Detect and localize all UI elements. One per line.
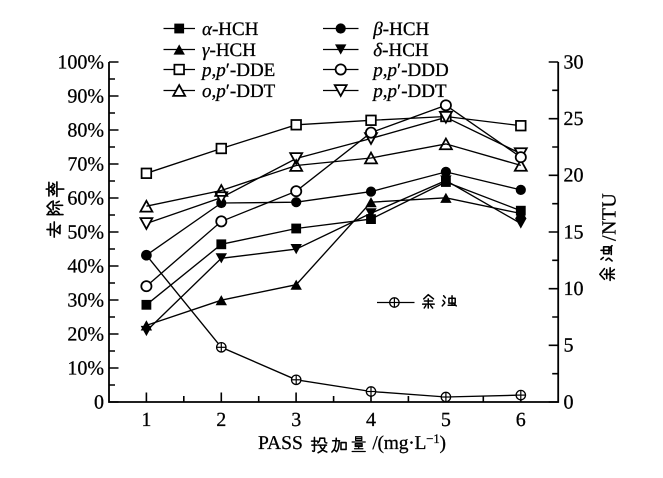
svg-text:1: 1 bbox=[141, 409, 151, 431]
svg-text:6: 6 bbox=[516, 409, 526, 431]
svg-text:β-HCH: β-HCH bbox=[372, 19, 429, 40]
svg-text:20: 20 bbox=[564, 165, 584, 187]
svg-text:10: 10 bbox=[564, 278, 584, 300]
svg-text:0: 0 bbox=[564, 391, 574, 413]
svg-text:60%: 60% bbox=[67, 187, 104, 209]
svg-text:30%: 30% bbox=[67, 289, 104, 311]
svg-text:80%: 80% bbox=[67, 119, 104, 141]
svg-text:20%: 20% bbox=[67, 323, 104, 345]
svg-text:100%: 100% bbox=[57, 51, 104, 73]
svg-text:p,p′-DDT: p,p′-DDT bbox=[371, 81, 447, 102]
svg-text:40%: 40% bbox=[67, 255, 104, 277]
svg-text:3: 3 bbox=[291, 409, 301, 431]
svg-text:70%: 70% bbox=[67, 153, 104, 175]
svg-text:5: 5 bbox=[441, 409, 451, 431]
svg-text:90%: 90% bbox=[67, 85, 104, 107]
svg-text:/NTU: /NTU bbox=[598, 193, 620, 241]
svg-text:2: 2 bbox=[216, 409, 226, 431]
svg-text:o,p′-DDT: o,p′-DDT bbox=[202, 81, 276, 102]
svg-text:50%: 50% bbox=[67, 221, 104, 243]
svg-text:δ-HCH: δ-HCH bbox=[373, 40, 429, 61]
svg-text:p,p′-DDE: p,p′-DDE bbox=[200, 60, 275, 81]
svg-text:10%: 10% bbox=[67, 357, 104, 379]
svg-text:γ-HCH: γ-HCH bbox=[202, 40, 256, 61]
svg-text:15: 15 bbox=[564, 221, 584, 243]
svg-text:0: 0 bbox=[94, 391, 104, 413]
svg-text:p,p′-DDD: p,p′-DDD bbox=[371, 60, 448, 81]
svg-text:25: 25 bbox=[564, 108, 584, 130]
svg-text:α-HCH: α-HCH bbox=[202, 19, 259, 40]
svg-text:30: 30 bbox=[564, 51, 584, 73]
svg-text:PASS: PASS bbox=[258, 433, 303, 454]
svg-text:4: 4 bbox=[366, 409, 376, 431]
svg-text:5: 5 bbox=[564, 335, 574, 357]
